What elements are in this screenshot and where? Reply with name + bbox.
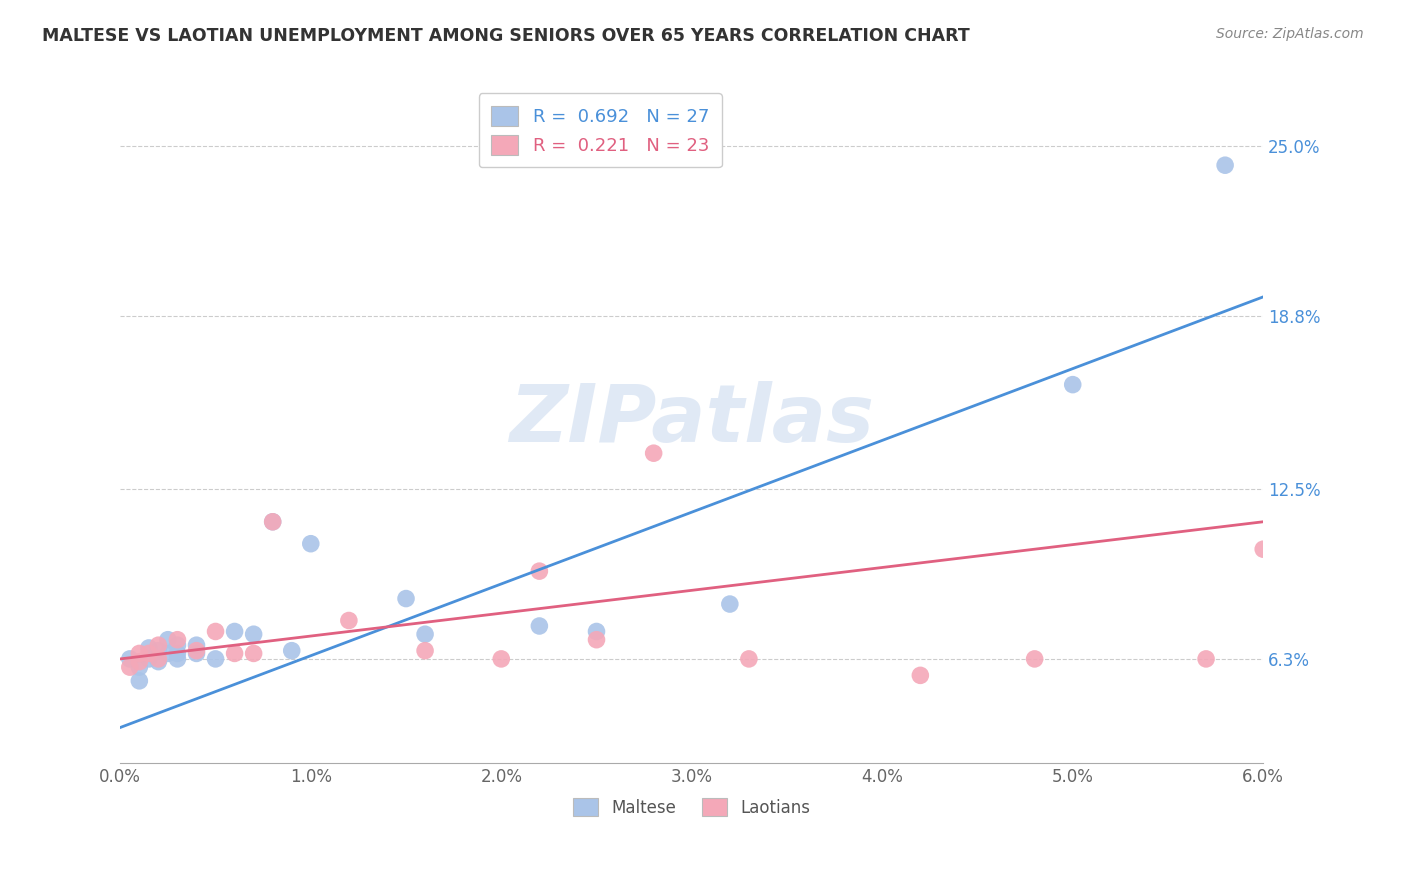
Point xyxy=(262,515,284,529)
Point xyxy=(1213,158,1236,172)
Point xyxy=(395,591,418,606)
Point xyxy=(1195,652,1218,666)
Point xyxy=(585,624,607,639)
Point xyxy=(186,638,208,652)
Point xyxy=(529,564,551,578)
Point xyxy=(1062,377,1084,392)
Point xyxy=(128,655,150,669)
Point xyxy=(118,660,141,674)
Point xyxy=(299,537,322,551)
Point xyxy=(138,652,160,666)
Point xyxy=(156,632,179,647)
Point xyxy=(1024,652,1046,666)
Point xyxy=(148,643,170,657)
Point xyxy=(529,619,551,633)
Point xyxy=(337,614,360,628)
Point xyxy=(138,647,160,661)
Point xyxy=(204,624,226,639)
Point xyxy=(585,632,607,647)
Point xyxy=(413,643,436,657)
Point xyxy=(718,597,741,611)
Point xyxy=(242,627,264,641)
Point xyxy=(1251,542,1274,557)
Point xyxy=(738,652,761,666)
Point xyxy=(491,652,513,666)
Point xyxy=(166,632,188,647)
Text: ZIPatlas: ZIPatlas xyxy=(509,381,875,459)
Point xyxy=(280,643,302,657)
Point xyxy=(643,446,665,460)
Point xyxy=(166,638,188,652)
Point xyxy=(118,652,141,666)
Point xyxy=(156,647,179,661)
Point xyxy=(224,647,246,661)
Point xyxy=(224,624,246,639)
Point xyxy=(166,647,188,661)
Point xyxy=(413,627,436,641)
Point xyxy=(128,647,150,661)
Point xyxy=(166,652,188,666)
Text: MALTESE VS LAOTIAN UNEMPLOYMENT AMONG SENIORS OVER 65 YEARS CORRELATION CHART: MALTESE VS LAOTIAN UNEMPLOYMENT AMONG SE… xyxy=(42,27,970,45)
Point xyxy=(186,643,208,657)
Point xyxy=(204,652,226,666)
Point xyxy=(148,638,170,652)
Point xyxy=(262,515,284,529)
Point xyxy=(186,647,208,661)
Point xyxy=(128,673,150,688)
Point xyxy=(910,668,932,682)
Point xyxy=(242,647,264,661)
Text: Source: ZipAtlas.com: Source: ZipAtlas.com xyxy=(1216,27,1364,41)
Point xyxy=(138,640,160,655)
Point xyxy=(128,660,150,674)
Point xyxy=(148,655,170,669)
Point xyxy=(148,652,170,666)
Legend: Maltese, Laotians: Maltese, Laotians xyxy=(567,791,817,823)
